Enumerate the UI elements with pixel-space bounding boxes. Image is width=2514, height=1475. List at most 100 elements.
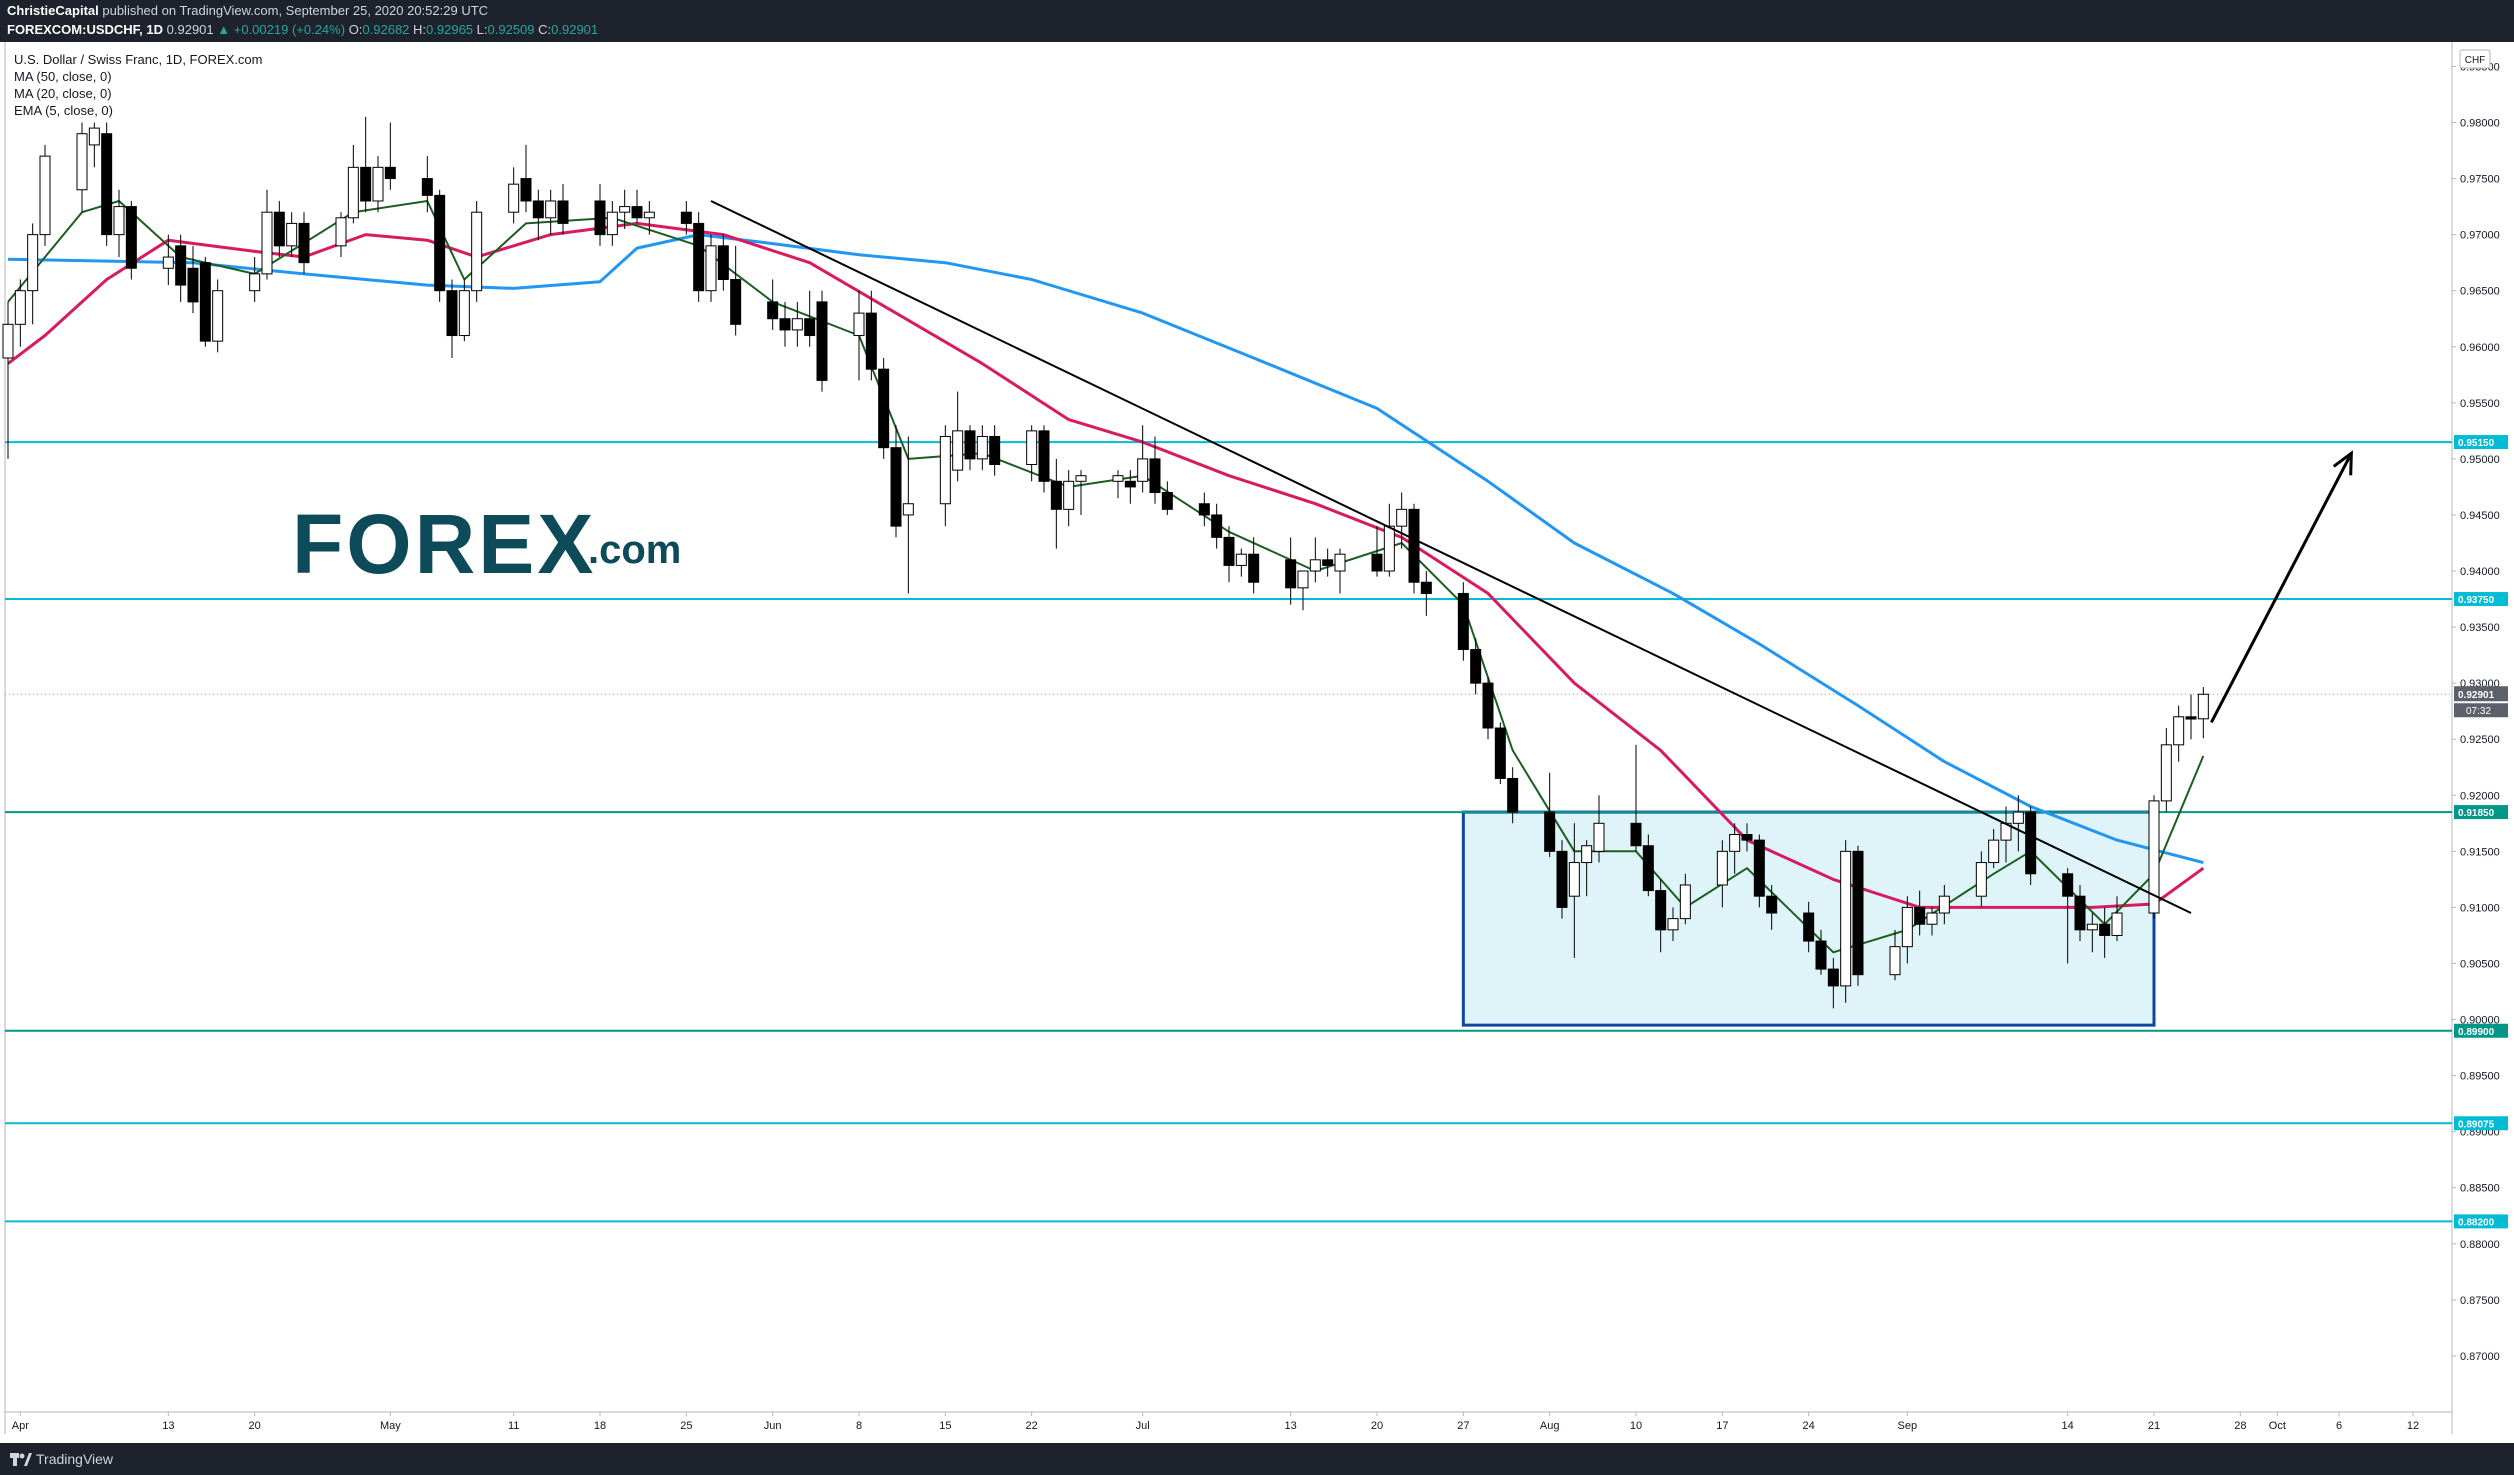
candle-down[interactable] — [384, 166, 396, 180]
candle-down[interactable] — [1494, 727, 1506, 779]
candle-up[interactable] — [1926, 912, 1938, 925]
candle-up[interactable] — [2086, 923, 2098, 931]
candle-down[interactable] — [101, 133, 113, 236]
candle-up[interactable] — [1235, 553, 1247, 566]
candle-down[interactable] — [594, 200, 606, 236]
candle-up[interactable] — [1729, 834, 1741, 852]
candle-down[interactable] — [779, 318, 791, 331]
candle-down[interactable] — [989, 435, 1001, 465]
candle-down[interactable] — [1556, 850, 1568, 908]
candle-up[interactable] — [1593, 822, 1605, 852]
candle-down[interactable] — [1371, 553, 1383, 572]
candle-up[interactable] — [212, 290, 224, 342]
candle-down[interactable] — [1408, 508, 1420, 583]
publisher-name[interactable]: ChristieCapital — [7, 3, 99, 18]
candle-down[interactable] — [804, 318, 816, 337]
candle-up[interactable] — [2148, 800, 2160, 914]
candle-down[interactable] — [1050, 480, 1062, 510]
candle-down[interactable] — [1470, 649, 1482, 684]
candle-down[interactable] — [717, 245, 729, 280]
candle-up[interactable] — [286, 222, 298, 247]
candle-up[interactable] — [619, 206, 631, 213]
candle-down[interactable] — [1482, 682, 1494, 729]
candle-up[interactable] — [471, 211, 483, 292]
candle-up[interactable] — [2173, 716, 2185, 746]
candle-down[interactable] — [273, 211, 285, 247]
candle-up[interactable] — [88, 127, 100, 146]
candle-down[interactable] — [1507, 777, 1519, 813]
candle-down[interactable] — [125, 206, 137, 269]
candle-up[interactable] — [2160, 744, 2172, 802]
candle-down[interactable] — [1655, 890, 1667, 931]
candle-up[interactable] — [939, 435, 951, 505]
candle-up[interactable] — [2111, 912, 2123, 936]
candle-up[interactable] — [952, 430, 964, 471]
candle-down[interactable] — [1149, 458, 1161, 494]
candle-down[interactable] — [1285, 559, 1297, 589]
candle-down[interactable] — [890, 447, 902, 527]
candle-up[interactable] — [2012, 811, 2024, 824]
candle-up[interactable] — [1716, 850, 1728, 886]
candle-up[interactable] — [14, 290, 26, 325]
candle-up[interactable] — [1334, 553, 1346, 572]
candle-up[interactable] — [249, 273, 261, 292]
candle-down[interactable] — [187, 267, 199, 303]
candle-down[interactable] — [631, 206, 643, 219]
candle-up[interactable] — [1975, 862, 1987, 897]
legend-ma50[interactable]: MA (50, close, 0) — [14, 69, 112, 84]
legend-ema5[interactable]: EMA (5, close, 0) — [14, 103, 113, 118]
candle-down[interactable] — [446, 290, 458, 337]
candle-down[interactable] — [1914, 906, 1926, 925]
candle-up[interactable] — [643, 211, 655, 219]
candle-up[interactable] — [791, 318, 803, 331]
candle-down[interactable] — [1753, 839, 1765, 897]
candle-down[interactable] — [1544, 811, 1556, 852]
candle-down[interactable] — [2185, 716, 2197, 720]
price-chart[interactable]: 0.985000.980000.975000.970000.965000.960… — [0, 42, 2514, 1443]
candle-up[interactable] — [1581, 845, 1593, 864]
candle-up[interactable] — [335, 217, 347, 247]
candle-up[interactable] — [261, 211, 273, 275]
candle-down[interactable] — [964, 430, 976, 460]
candle-down[interactable] — [532, 200, 544, 219]
candle-down[interactable] — [2062, 873, 2074, 897]
candle-up[interactable] — [853, 312, 865, 337]
currency-badge[interactable] — [2459, 49, 2491, 69]
candle-up[interactable] — [347, 166, 359, 219]
candle-up[interactable] — [1112, 475, 1124, 482]
candle-down[interactable] — [2025, 811, 2037, 875]
candle-down[interactable] — [1211, 514, 1223, 538]
candle-down[interactable] — [434, 194, 446, 292]
candle-down[interactable] — [1198, 503, 1210, 516]
candle-up[interactable] — [1297, 570, 1309, 589]
candle-down[interactable] — [1161, 492, 1173, 510]
candle-up[interactable] — [705, 245, 717, 292]
candle-down[interactable] — [730, 278, 742, 325]
candle-down[interactable] — [557, 200, 569, 224]
candle-up[interactable] — [1383, 525, 1395, 572]
candle-down[interactable] — [680, 211, 692, 224]
candle-up[interactable] — [372, 166, 384, 202]
candle-down[interactable] — [520, 178, 532, 202]
candle-up[interactable] — [1137, 458, 1149, 482]
candle-up[interactable] — [508, 183, 520, 213]
candle-down[interactable] — [878, 368, 890, 449]
candle-down[interactable] — [1420, 581, 1432, 594]
candle-up[interactable] — [1988, 839, 2000, 864]
candle-down[interactable] — [2099, 923, 2111, 936]
candle-down[interactable] — [816, 301, 828, 381]
candle-up[interactable] — [1938, 895, 1950, 914]
candle-down[interactable] — [175, 245, 187, 286]
candle-up[interactable] — [606, 211, 618, 236]
candle-down[interactable] — [1457, 592, 1469, 651]
candle-down[interactable] — [298, 222, 310, 264]
candle-up[interactable] — [976, 435, 988, 460]
candle-up[interactable] — [1667, 918, 1679, 931]
candle-down[interactable] — [693, 222, 705, 292]
candle-up[interactable] — [162, 256, 174, 269]
ma50-line[interactable] — [7, 233, 2204, 865]
candle-down[interactable] — [1322, 559, 1334, 566]
candle-down[interactable] — [767, 301, 779, 320]
candle-down[interactable] — [1038, 430, 1050, 482]
downtrend-line[interactable] — [710, 200, 2192, 914]
